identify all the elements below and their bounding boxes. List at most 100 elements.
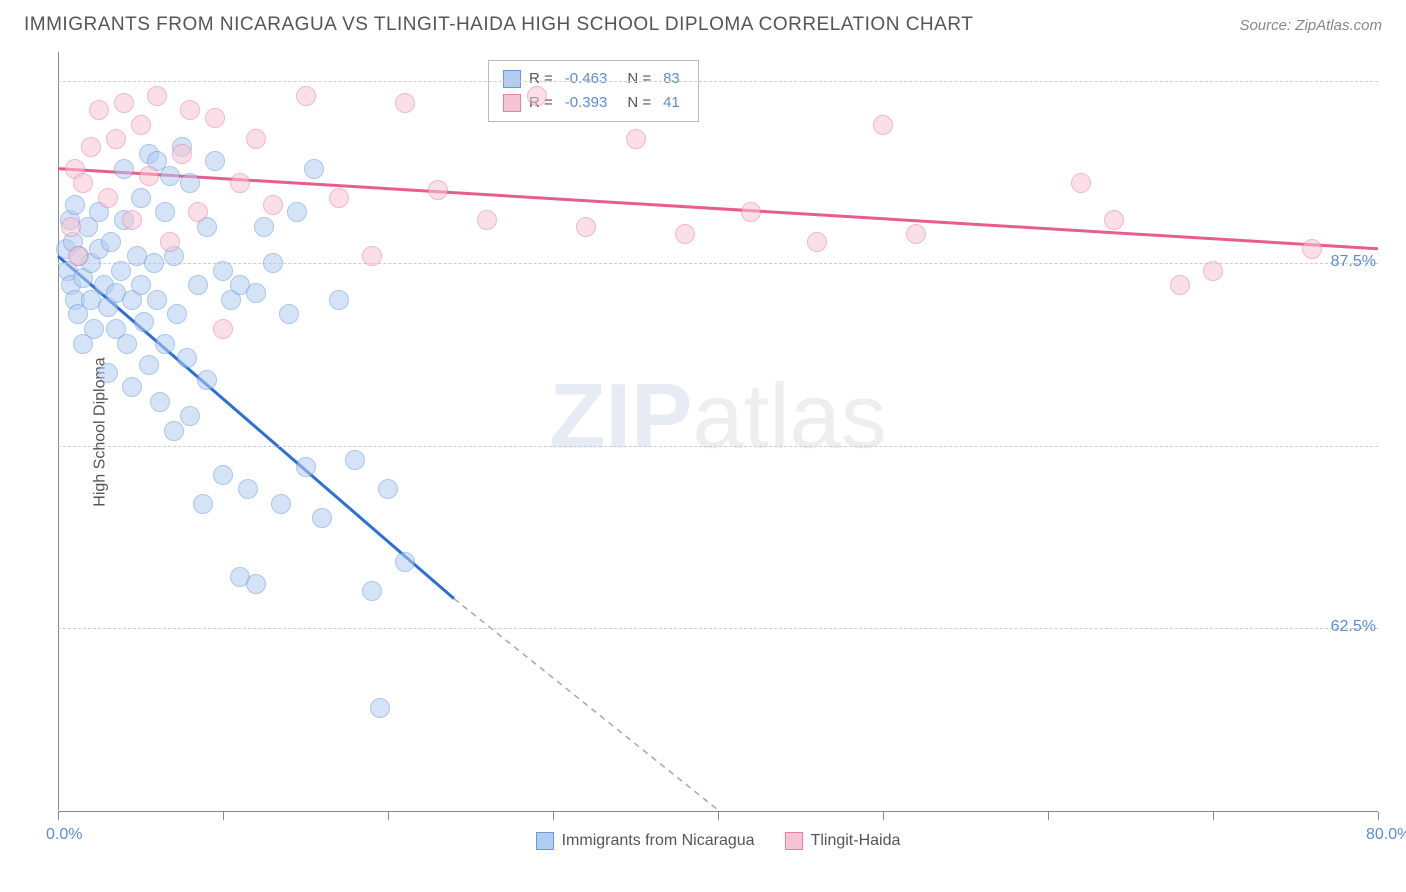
data-point [527, 86, 547, 106]
legend-swatch [536, 832, 554, 850]
data-point [193, 494, 213, 514]
legend-r-value: -0.393 [565, 91, 608, 115]
data-point [675, 224, 695, 244]
chart-header: IMMIGRANTS FROM NICARAGUA VS TLINGIT-HAI… [0, 0, 1406, 46]
data-point [230, 173, 250, 193]
data-point [147, 86, 167, 106]
data-point [150, 392, 170, 412]
chart-container: High School Diploma ZIPatlas R = -0.463 … [58, 52, 1378, 812]
data-point [213, 261, 233, 281]
data-point [180, 100, 200, 120]
data-point [73, 173, 93, 193]
data-point [906, 224, 926, 244]
data-point [741, 202, 761, 222]
x-tick [223, 812, 224, 820]
x-tick [883, 812, 884, 820]
data-point [246, 283, 266, 303]
data-point [296, 457, 316, 477]
y-tick-label: 62.5% [1316, 618, 1376, 636]
data-point [312, 508, 332, 528]
data-point [180, 406, 200, 426]
x-tick [553, 812, 554, 820]
data-point [395, 93, 415, 113]
data-point [89, 100, 109, 120]
data-point [287, 202, 307, 222]
data-point [144, 253, 164, 273]
data-point [254, 217, 274, 237]
x-tick [58, 812, 59, 820]
data-point [106, 129, 126, 149]
data-point [263, 195, 283, 215]
data-point [84, 319, 104, 339]
data-point [428, 180, 448, 200]
data-point [205, 108, 225, 128]
data-point [98, 188, 118, 208]
legend-item: Tlingit-Haida [785, 832, 901, 850]
legend-swatch [785, 832, 803, 850]
data-point [1071, 173, 1091, 193]
data-point [304, 159, 324, 179]
data-point [131, 115, 151, 135]
data-point [205, 151, 225, 171]
data-point [139, 166, 159, 186]
data-point [576, 217, 596, 237]
legend-n-value: 41 [663, 91, 680, 115]
legend-item: Immigrants from Nicaragua [536, 832, 755, 850]
data-point [180, 173, 200, 193]
x-tick [1213, 812, 1214, 820]
data-point [188, 275, 208, 295]
data-point [122, 377, 142, 397]
x-tick [1048, 812, 1049, 820]
data-point [807, 232, 827, 252]
plot-area: ZIPatlas R = -0.463 N = 83 R = -0.393 N … [58, 52, 1378, 812]
legend-n-value: 83 [663, 67, 680, 91]
data-point [147, 290, 167, 310]
data-point [279, 304, 299, 324]
data-point [873, 115, 893, 135]
data-point [122, 210, 142, 230]
data-point [296, 86, 316, 106]
data-point [61, 217, 81, 237]
data-point [81, 137, 101, 157]
legend-swatch [503, 94, 521, 112]
y-axis [58, 52, 59, 810]
gridline [58, 446, 1378, 447]
data-point [362, 581, 382, 601]
correlation-legend: R = -0.463 N = 83 R = -0.393 N = 41 [488, 60, 699, 122]
data-point [1104, 210, 1124, 230]
legend-r-value: -0.463 [565, 67, 608, 91]
gridline [58, 628, 1378, 629]
data-point [370, 698, 390, 718]
data-point [155, 334, 175, 354]
data-point [117, 334, 137, 354]
data-point [345, 450, 365, 470]
data-point [131, 188, 151, 208]
data-point [160, 166, 180, 186]
data-point [172, 144, 192, 164]
legend-n-label: N = [627, 91, 651, 115]
data-point [395, 552, 415, 572]
chart-source: Source: ZipAtlas.com [1239, 17, 1382, 34]
data-point [167, 304, 187, 324]
data-point [362, 246, 382, 266]
data-point [263, 253, 283, 273]
legend-label: Tlingit-Haida [811, 832, 901, 850]
data-point [1302, 239, 1322, 259]
trend-lines [58, 52, 1378, 812]
data-point [134, 312, 154, 332]
legend-swatch [503, 70, 521, 88]
data-point [65, 195, 85, 215]
gridline [58, 81, 1378, 82]
data-point [114, 93, 134, 113]
legend-n-label: N = [627, 67, 651, 91]
data-point [246, 574, 266, 594]
chart-title: IMMIGRANTS FROM NICARAGUA VS TLINGIT-HAI… [24, 14, 973, 36]
data-point [68, 246, 88, 266]
data-point [626, 129, 646, 149]
watermark: ZIPatlas [549, 364, 886, 469]
data-point [1170, 275, 1190, 295]
data-point [101, 232, 121, 252]
data-point [139, 355, 159, 375]
series-legend: Immigrants from Nicaragua Tlingit-Haida [58, 832, 1378, 850]
data-point [188, 202, 208, 222]
